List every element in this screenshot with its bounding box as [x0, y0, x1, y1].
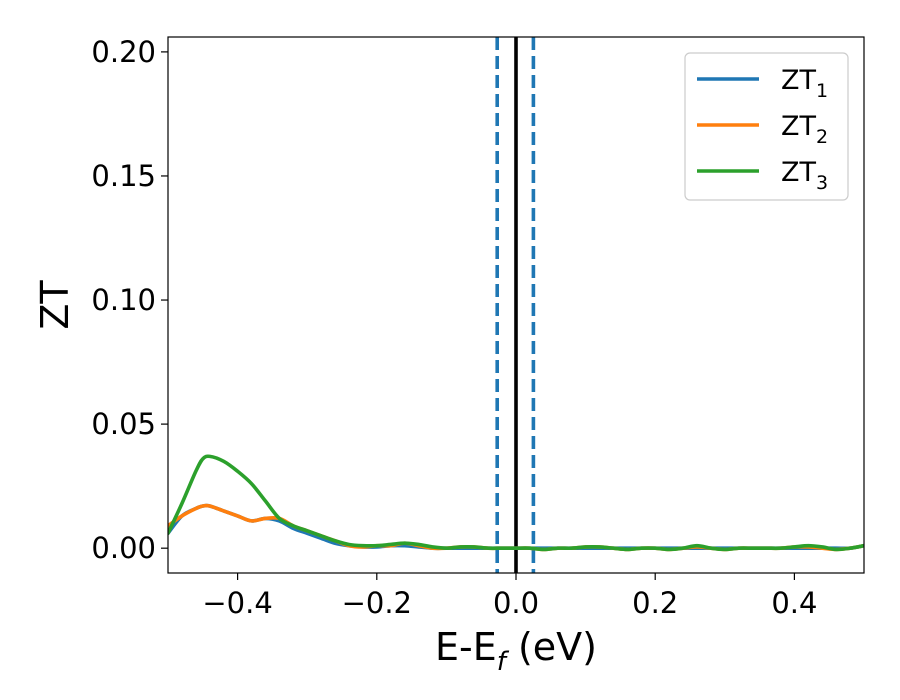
x-tick-label: 0.4	[771, 586, 817, 620]
legend-label-zt2: ZT2	[781, 111, 828, 148]
y-tick-label: 0.15	[91, 159, 156, 193]
y-tick-label: 0.20	[91, 35, 156, 69]
series-line-zt3	[168, 454, 864, 552]
y-tick-label: 0.00	[91, 531, 156, 565]
x-tick-label: −0.2	[342, 586, 412, 620]
legend: ZT1 ZT2 ZT3	[684, 52, 849, 201]
x-tick-label: −0.4	[202, 586, 272, 620]
y-tick-label: 0.10	[91, 283, 156, 317]
x-tick-label: 0.2	[632, 586, 678, 620]
axis-ticks: −0.4 −0.2 0.0 0.2 0.4 0.00 0.05 0.10 0.15 0.20	[91, 35, 817, 620]
legend-label-zt3: ZT3	[781, 157, 828, 194]
axes-frame	[167, 36, 865, 574]
y-axis-label: ZT	[33, 280, 77, 330]
x-tick-label: 0.0	[493, 586, 539, 620]
legend-box	[684, 52, 849, 201]
legend-label-zt1: ZT1	[781, 65, 828, 102]
x-axis-label: E-Ef (eV)	[435, 625, 597, 677]
plot-area	[168, 37, 864, 573]
y-tick-label: 0.05	[91, 407, 156, 441]
